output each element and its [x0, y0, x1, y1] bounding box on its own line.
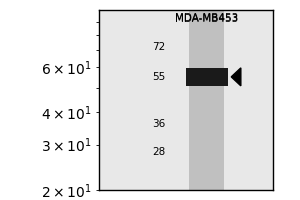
Text: 72: 72 — [152, 42, 165, 52]
Polygon shape — [231, 68, 241, 86]
Text: MDA-MB453: MDA-MB453 — [175, 13, 238, 23]
Text: 28: 28 — [152, 147, 165, 157]
Bar — [186, 68, 228, 86]
Text: 36: 36 — [152, 119, 165, 129]
Bar — [190, 10, 224, 190]
Text: 55: 55 — [152, 72, 165, 82]
Text: MDA-MB453: MDA-MB453 — [175, 14, 238, 24]
